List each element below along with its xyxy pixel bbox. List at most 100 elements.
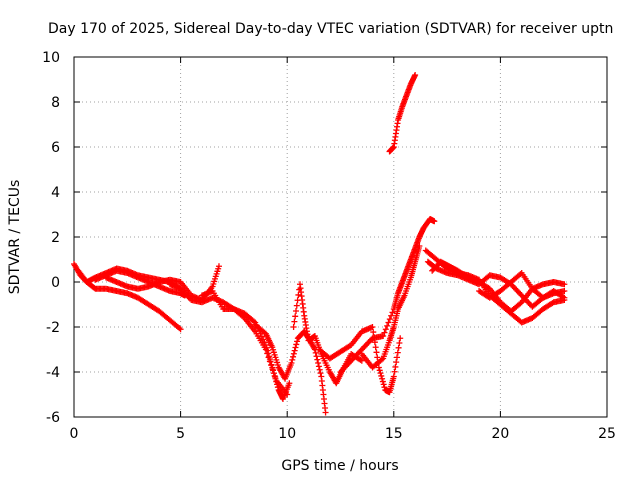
y-tick-label: -2 (46, 320, 60, 336)
plot-frame (73, 56, 608, 418)
data-point (269, 364, 276, 371)
y-tick-label: 2 (51, 230, 60, 246)
data-point (391, 368, 398, 375)
y-tick-label: 0 (51, 275, 60, 291)
data-point (176, 325, 183, 332)
series-trace-2 (75, 267, 184, 333)
data-point (290, 324, 297, 330)
series-trace-16 (476, 270, 568, 301)
data-point (560, 293, 567, 300)
x-axis-label: GPS time / hours (281, 458, 398, 474)
x-tick-labels: 0 5 10 15 20 25 (70, 426, 616, 442)
data-point (293, 341, 300, 348)
data-point (288, 360, 295, 366)
series-trace-5 (166, 281, 291, 398)
data-point (384, 322, 391, 329)
data-point (273, 378, 280, 385)
data-point (380, 381, 387, 388)
data-point (393, 359, 400, 366)
data-point (379, 378, 386, 385)
y-tick-label: 4 (51, 185, 60, 201)
data-point (374, 354, 381, 361)
data-point (291, 318, 298, 325)
data-point (377, 370, 384, 377)
y-tick-label: 8 (51, 95, 60, 111)
data-point (315, 360, 322, 366)
data-point (272, 375, 279, 382)
data-point (375, 364, 382, 371)
grid (74, 57, 607, 417)
x-tick-label: 20 (491, 426, 509, 442)
x-tick-label: 10 (278, 426, 296, 442)
data-point (385, 319, 392, 326)
data-point (412, 72, 419, 78)
series-trace-9 (316, 324, 404, 396)
data-point (561, 288, 568, 294)
data-point (370, 329, 377, 336)
data-point (379, 375, 386, 382)
data-series (71, 72, 568, 416)
data-point (268, 361, 275, 368)
data-point (561, 294, 568, 301)
data-point (270, 370, 277, 377)
data-point (291, 347, 298, 354)
data-point (258, 333, 265, 340)
data-point (394, 349, 401, 356)
data-point (386, 316, 393, 323)
data-point (390, 373, 397, 380)
data-point (431, 218, 438, 225)
data-point (381, 384, 388, 391)
data-point (378, 356, 385, 363)
data-point (262, 342, 269, 348)
data-point (270, 367, 277, 374)
data-point (389, 309, 396, 316)
data-point (517, 271, 524, 278)
data-point (295, 291, 302, 298)
data-point (312, 349, 319, 356)
x-tick-label: 0 (70, 426, 79, 442)
data-point (263, 344, 270, 351)
data-point (293, 302, 300, 309)
data-point (317, 370, 324, 377)
data-point (266, 356, 273, 363)
x-tick-label: 5 (176, 426, 185, 442)
data-point (266, 353, 273, 360)
data-point (416, 243, 423, 249)
data-point (395, 344, 402, 351)
data-point (380, 333, 387, 339)
data-point (267, 358, 274, 365)
y-tick-label: -4 (46, 365, 60, 381)
x-tick-label: 15 (385, 426, 403, 442)
y-tick-label: 6 (51, 140, 60, 156)
x-tick-label: 25 (598, 426, 616, 442)
data-point (290, 353, 297, 360)
data-point (382, 326, 389, 333)
data-point (294, 338, 301, 345)
data-point (358, 357, 365, 364)
data-point (250, 318, 257, 325)
y-axis-label: SDTVAR / TECUs (7, 180, 23, 295)
data-point (388, 312, 395, 319)
data-point (292, 307, 299, 314)
data-point (286, 380, 293, 387)
data-point (274, 384, 281, 391)
data-point (271, 372, 278, 379)
data-point (314, 356, 321, 363)
data-point (292, 313, 299, 320)
y-tick-label: -6 (46, 410, 60, 426)
data-point (396, 340, 403, 347)
data-point (381, 329, 388, 336)
data-point (290, 350, 297, 357)
data-point (393, 354, 400, 361)
data-point (292, 344, 299, 351)
data-point (378, 372, 385, 379)
data-point (392, 363, 399, 370)
data-point (316, 366, 323, 373)
data-point (264, 347, 271, 354)
data-point (373, 349, 380, 356)
data-point (315, 363, 322, 370)
data-point (372, 344, 379, 351)
data-point (549, 300, 556, 307)
data-point (369, 324, 376, 330)
